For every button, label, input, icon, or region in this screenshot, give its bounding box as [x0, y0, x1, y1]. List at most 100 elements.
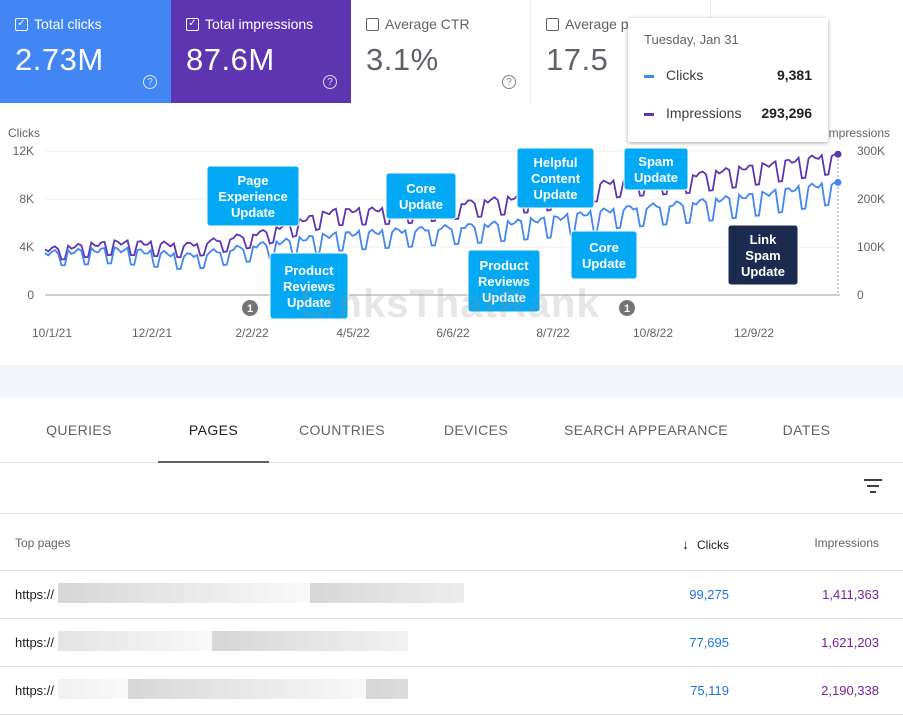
hover-point-clicks: [834, 178, 842, 186]
row-clicks: 77,695: [689, 635, 729, 650]
pages-table: Top pages ↓ Clicks Impressions https:// 9…: [0, 514, 903, 715]
tooltip-clicks-value: 9,381: [776, 67, 812, 83]
blurred-url: [58, 679, 408, 699]
metric-total-impressions[interactable]: ✓ Total impressions 87.6M ?: [171, 0, 351, 103]
annotation-text: Reviews: [283, 279, 335, 294]
hover-point-impressions: [834, 150, 842, 158]
sort-arrow-icon: ↓: [682, 536, 689, 552]
y-right-tick: 300K: [857, 144, 885, 158]
col-impressions[interactable]: Impressions: [814, 536, 879, 550]
series-line-clicks: [44, 181, 836, 271]
annotation-text: Update: [533, 187, 577, 202]
tab-queries[interactable]: QUERIES: [46, 422, 112, 438]
annotation-text: Update: [287, 295, 331, 310]
y-left-tick: 12K: [13, 144, 34, 158]
metric-cards: ✓ Total clicks 2.73M ? ✓ Total impressio…: [0, 0, 903, 103]
checkbox-icon[interactable]: [546, 17, 559, 31]
row-impressions: 1,621,203: [821, 635, 879, 650]
chart-svg: 12K 300K 8K 200K 4K 100K 0 0 Clicks Impressions 10…: [8, 126, 890, 340]
row-url[interactable]: https://: [15, 587, 55, 602]
annotation-text: Core: [406, 181, 436, 196]
filter-icon[interactable]: [863, 479, 883, 495]
y-right-tick: 0: [857, 288, 864, 302]
help-icon[interactable]: ?: [143, 75, 157, 89]
annotation-callout: [727, 224, 799, 286]
row-clicks: 75,119: [690, 683, 729, 698]
annotation-text: Product: [479, 258, 529, 273]
tooltip-clicks-label: Clicks: [666, 67, 704, 83]
annotation-callout: [385, 172, 457, 220]
event-marker-label: 1: [247, 303, 253, 315]
clicks-swatch: [644, 74, 654, 78]
row-url[interactable]: https://: [15, 683, 55, 698]
metric-label: Average CTR: [385, 16, 470, 32]
tab-countries[interactable]: COUNTRIES: [298, 422, 386, 438]
checkbox-icon[interactable]: ✓: [15, 17, 28, 31]
metric-label: Average p: [565, 16, 629, 32]
checkbox-icon[interactable]: [366, 17, 379, 31]
metric-label: Total impressions: [205, 16, 314, 32]
metric-total-clicks[interactable]: ✓ Total clicks 2.73M ?: [0, 0, 171, 103]
annotation-text: Update: [399, 197, 443, 212]
metric-value: 87.6M: [186, 42, 275, 77]
table-header: Top pages ↓ Clicks Impressions: [0, 514, 903, 571]
metric-average-ctr[interactable]: Average CTR 3.1% ?: [351, 0, 531, 103]
x-tick: 12/2/21: [132, 326, 172, 340]
annotation-text: Update: [741, 264, 785, 279]
table-row[interactable]: https:// 77,695 1,621,203: [0, 619, 903, 667]
row-impressions: 1,411,363: [822, 587, 879, 602]
checkbox-icon[interactable]: ✓: [186, 17, 199, 31]
col-clicks-label: Clicks: [697, 538, 729, 552]
annotation-text: Spam: [638, 154, 673, 169]
annotation-text: Update: [231, 205, 275, 220]
annotation-callout: [570, 230, 638, 280]
tooltip-impressions-label: Impressions: [666, 105, 742, 121]
event-marker-label: 1: [624, 303, 630, 315]
annotation-text: Reviews: [478, 274, 530, 289]
tab-search-appearance[interactable]: SEARCH APPEARANCE: [564, 422, 728, 438]
watermark: LinksThatRank: [300, 282, 600, 326]
x-tick: 10/1/21: [32, 326, 72, 340]
metric-value: 17.5: [546, 42, 609, 77]
annotation-text: Product: [284, 263, 334, 278]
row-url[interactable]: https://: [15, 635, 55, 650]
help-icon[interactable]: ?: [502, 75, 516, 89]
metric-value: 3.1%: [366, 42, 439, 77]
annotation-text: Spam: [745, 248, 780, 263]
chart-tooltip: Tuesday, Jan 31 Clicks 9,381 Impressions…: [628, 18, 828, 142]
annotation-text: Experience: [218, 189, 287, 204]
tab-devices[interactable]: DEVICES: [443, 422, 509, 438]
x-tick: 2/2/22: [235, 326, 269, 340]
event-marker: [242, 300, 258, 316]
x-tick: 10/8/22: [633, 326, 673, 340]
x-tick: 4/5/22: [336, 326, 370, 340]
help-icon[interactable]: ?: [323, 75, 337, 89]
section-divider: [0, 365, 903, 398]
tab-pages[interactable]: PAGES: [158, 398, 269, 463]
col-clicks[interactable]: ↓ Clicks: [682, 536, 729, 552]
annotation-callout: [467, 249, 541, 313]
x-tick: 6/6/22: [436, 326, 470, 340]
performance-chart[interactable]: 12K 300K 8K 200K 4K 100K 0 0 Clicks Impressions 10…: [0, 103, 903, 365]
annotation-text: Link: [750, 232, 777, 247]
y-left-tick: 0: [27, 288, 34, 302]
blurred-url: [58, 631, 408, 651]
annotation-text: Update: [482, 290, 526, 305]
col-top-pages[interactable]: Top pages: [15, 536, 71, 550]
y-right-tick: 100K: [857, 240, 885, 254]
annotation-text: Content: [531, 171, 581, 186]
dimension-tabs: QUERIES PAGES COUNTRIES DEVICES SEARCH A…: [0, 398, 903, 463]
annotation-text: Update: [634, 170, 678, 185]
tooltip-impressions-row: Impressions 293,296: [644, 105, 812, 121]
row-clicks: 99,275: [689, 587, 729, 602]
annotation-callout: [516, 147, 595, 209]
blurred-url: [58, 583, 464, 603]
annotation-callout: [623, 147, 689, 191]
table-row[interactable]: https:// 99,275 1,411,363: [0, 571, 903, 619]
y-right-axis-label: Impressions: [825, 126, 890, 140]
annotation-text: Helpful: [533, 155, 577, 170]
annotation-callout: [206, 165, 300, 227]
tooltip-impressions-value: 293,296: [761, 105, 812, 121]
tab-dates[interactable]: DATES: [782, 422, 831, 438]
annotation-callout: [269, 252, 349, 320]
